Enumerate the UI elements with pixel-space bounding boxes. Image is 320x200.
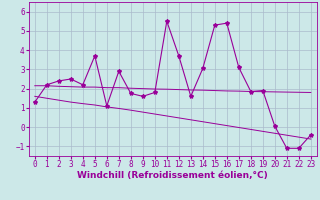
X-axis label: Windchill (Refroidissement éolien,°C): Windchill (Refroidissement éolien,°C) xyxy=(77,171,268,180)
